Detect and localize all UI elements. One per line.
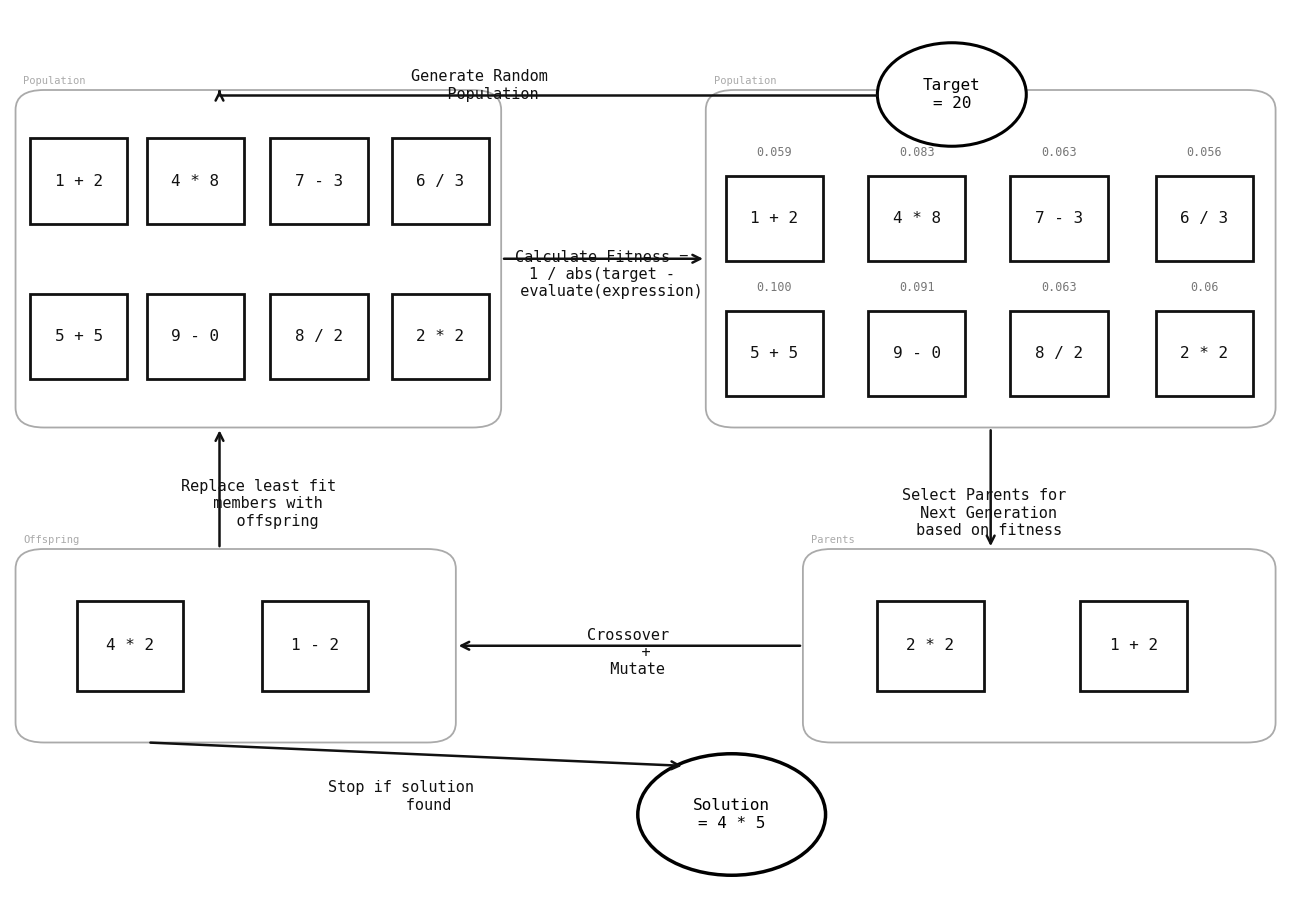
Text: 0.063: 0.063 (1041, 282, 1077, 294)
FancyBboxPatch shape (262, 601, 368, 690)
FancyBboxPatch shape (1156, 310, 1254, 396)
Text: 9 - 0: 9 - 0 (171, 328, 219, 344)
FancyBboxPatch shape (706, 90, 1276, 428)
Text: 1 + 2: 1 + 2 (1110, 638, 1158, 653)
FancyBboxPatch shape (725, 176, 822, 261)
FancyBboxPatch shape (16, 549, 456, 742)
Text: 0.06: 0.06 (1190, 282, 1219, 294)
Text: 0.056: 0.056 (1186, 147, 1222, 159)
Text: 8 / 2: 8 / 2 (1035, 346, 1083, 361)
Text: 4 * 2: 4 * 2 (106, 638, 154, 653)
Text: 6 / 3: 6 / 3 (1180, 211, 1229, 226)
Text: 0.059: 0.059 (756, 147, 793, 159)
Text: 1 + 2: 1 + 2 (54, 174, 102, 189)
Text: Replace least fit
  members with
    offspring: Replace least fit members with offspring (181, 479, 337, 529)
Text: Parents: Parents (811, 536, 855, 545)
Text: Population: Population (714, 76, 776, 86)
FancyBboxPatch shape (1010, 310, 1107, 396)
Text: Offspring: Offspring (23, 536, 79, 545)
Text: Select Parents for
 Next Generation
 based on fitness: Select Parents for Next Generation based… (903, 488, 1066, 538)
Text: 0.063: 0.063 (1041, 147, 1077, 159)
Ellipse shape (878, 42, 1026, 146)
FancyBboxPatch shape (146, 139, 243, 224)
Text: 5 + 5: 5 + 5 (750, 346, 798, 361)
FancyBboxPatch shape (271, 293, 368, 379)
FancyBboxPatch shape (16, 90, 501, 428)
Text: 1 - 2: 1 - 2 (291, 638, 339, 653)
Text: 5 + 5: 5 + 5 (54, 328, 102, 344)
FancyBboxPatch shape (1156, 176, 1254, 261)
Text: 7 - 3: 7 - 3 (295, 174, 343, 189)
FancyBboxPatch shape (76, 601, 184, 690)
FancyBboxPatch shape (392, 139, 490, 224)
FancyBboxPatch shape (30, 139, 127, 224)
FancyBboxPatch shape (1080, 601, 1188, 690)
Text: 4 * 8: 4 * 8 (171, 174, 219, 189)
FancyBboxPatch shape (803, 549, 1276, 742)
Ellipse shape (637, 754, 826, 875)
Text: 4 * 8: 4 * 8 (892, 211, 940, 226)
Text: 0.091: 0.091 (899, 282, 935, 294)
FancyBboxPatch shape (271, 139, 368, 224)
FancyBboxPatch shape (877, 601, 984, 690)
FancyBboxPatch shape (1010, 176, 1107, 261)
Text: Target
= 20: Target = 20 (923, 78, 980, 111)
Text: Stop if solution
      found: Stop if solution found (329, 780, 474, 813)
FancyBboxPatch shape (30, 293, 127, 379)
Text: 0.083: 0.083 (899, 147, 935, 159)
Text: Generate Random
   Population: Generate Random Population (411, 69, 548, 102)
Text: 2 * 2: 2 * 2 (1180, 346, 1229, 361)
Text: Crossover
    +
  Mutate: Crossover + Mutate (587, 627, 670, 678)
Text: 1 + 2: 1 + 2 (750, 211, 798, 226)
Text: 2 * 2: 2 * 2 (906, 638, 954, 653)
FancyBboxPatch shape (725, 310, 822, 396)
Text: Calculate Fitness =
1 / abs(target -
  evaluate(expression): Calculate Fitness = 1 / abs(target - eva… (501, 249, 703, 300)
FancyBboxPatch shape (868, 176, 965, 261)
Text: 2 * 2: 2 * 2 (417, 328, 465, 344)
Text: Population: Population (23, 76, 85, 86)
FancyBboxPatch shape (392, 293, 490, 379)
Text: 9 - 0: 9 - 0 (892, 346, 940, 361)
Text: 7 - 3: 7 - 3 (1035, 211, 1083, 226)
FancyBboxPatch shape (146, 293, 243, 379)
Text: 0.100: 0.100 (756, 282, 793, 294)
FancyBboxPatch shape (868, 310, 965, 396)
Text: 6 / 3: 6 / 3 (417, 174, 465, 189)
Text: Solution
= 4 * 5: Solution = 4 * 5 (693, 798, 771, 831)
Text: 8 / 2: 8 / 2 (295, 328, 343, 344)
